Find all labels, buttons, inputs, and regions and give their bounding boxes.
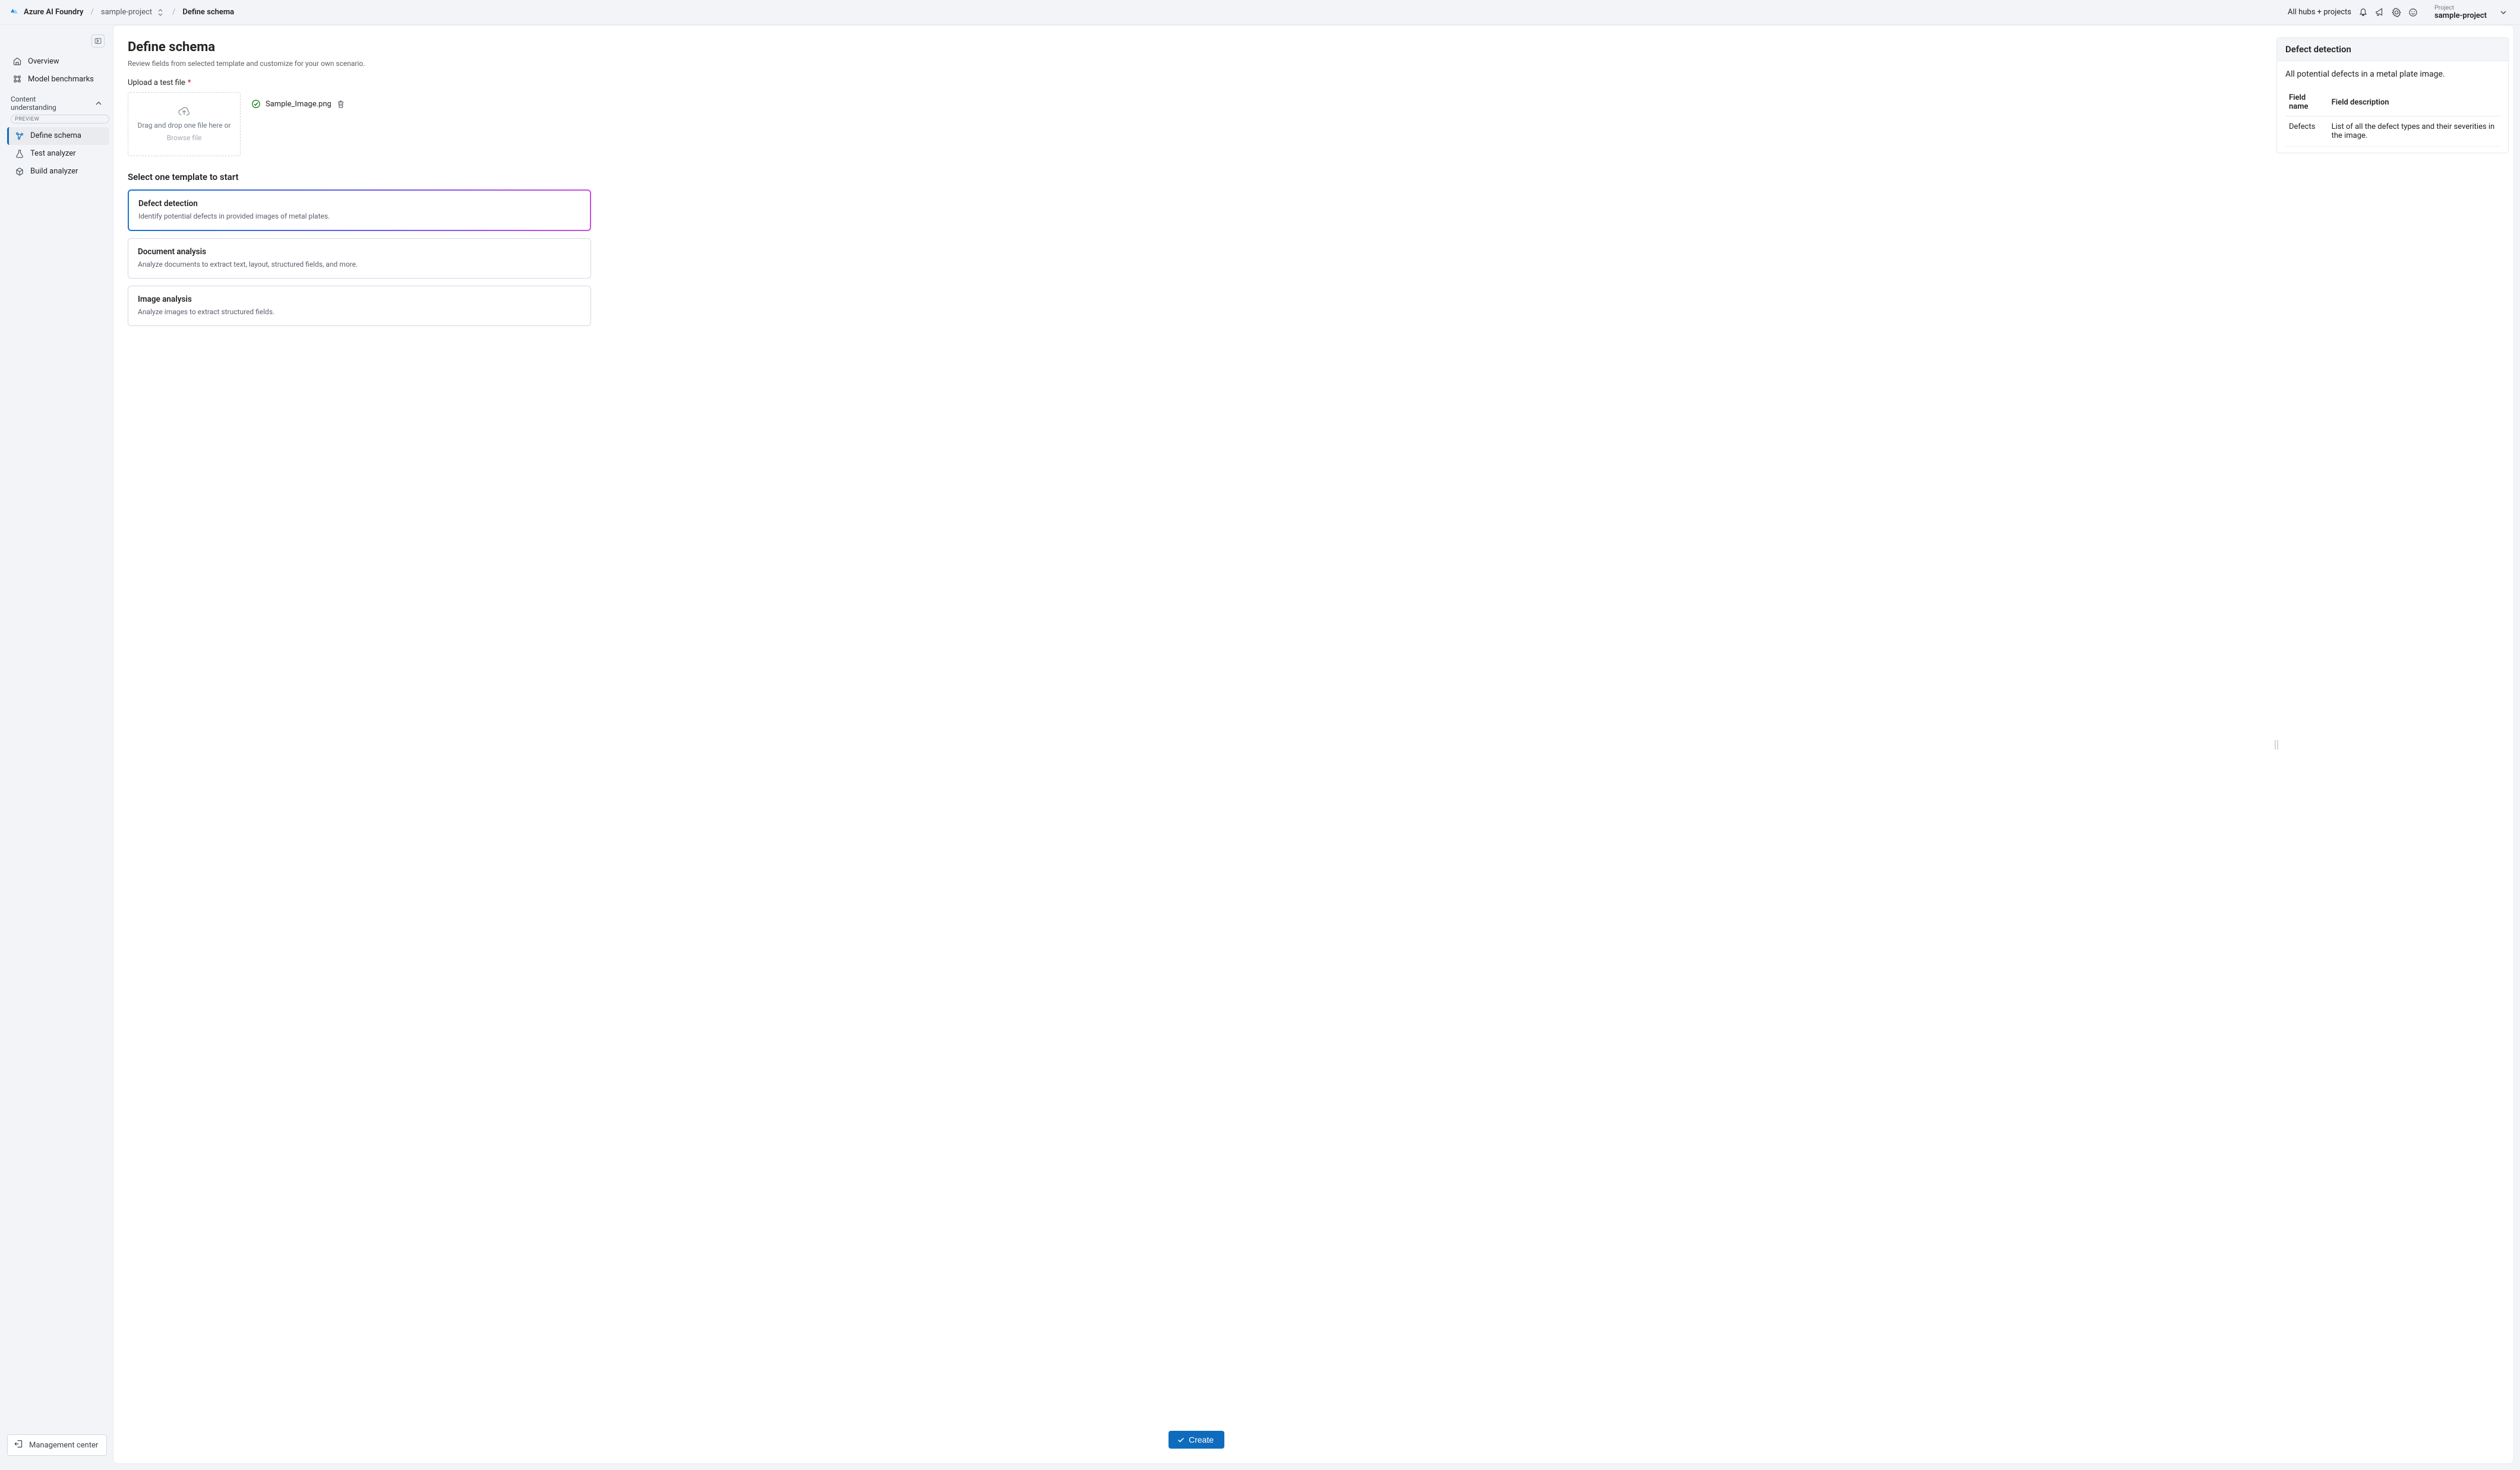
chevron-down-icon	[2499, 8, 2508, 17]
template-desc: Identify potential defects in provided i…	[138, 212, 580, 220]
check-circle-icon	[251, 99, 261, 109]
chevron-up-icon	[94, 99, 103, 108]
project-selector-chevron[interactable]	[2495, 4, 2512, 21]
schema-icon	[15, 131, 24, 141]
pane-splitter[interactable]	[2274, 736, 2279, 754]
notifications-button[interactable]	[2355, 4, 2371, 21]
field-name-cell: Defects	[2285, 116, 2328, 147]
template-list: Defect detection Identify potential defe…	[128, 189, 591, 333]
gear-icon	[2392, 8, 2401, 17]
product-logo-icon	[11, 8, 19, 17]
chevron-updown-icon	[156, 8, 165, 17]
preview-badge: PREVIEW	[11, 115, 109, 124]
announcements-button[interactable]	[2371, 4, 2388, 21]
sidebar-item-test-analyzer[interactable]: Test analyzer	[7, 145, 109, 163]
sidebar-group-label-1: Content	[11, 95, 36, 103]
feedback-button[interactable]	[2405, 4, 2421, 21]
footer-bar: Create	[128, 1424, 2265, 1455]
create-button[interactable]: Create	[1169, 1431, 1224, 1449]
bell-icon	[2358, 8, 2368, 17]
fields-col-desc: Field description	[2328, 88, 2500, 116]
upload-label: Upload a test file	[128, 78, 185, 87]
sidebar-item-label: Define schema	[30, 131, 81, 140]
template-title: Defect detection	[138, 199, 580, 208]
template-card-image-analysis[interactable]: Image analysis Analyze images to extract…	[128, 286, 591, 326]
dropzone-browse[interactable]: Browse file	[167, 134, 202, 142]
template-title: Document analysis	[138, 247, 581, 257]
topbar: Azure AI Foundry / sample-project / Defi…	[0, 0, 2520, 25]
preview-description: All potential defects in a metal plate i…	[2285, 69, 2500, 79]
breadcrumb-current: Define schema	[182, 8, 234, 17]
upload-label-row: Upload a test file *	[128, 78, 2265, 87]
sidebar-item-define-schema[interactable]: Define schema	[7, 127, 109, 145]
splitter-icon	[2275, 739, 2278, 751]
page-subtitle: Review fields from selected template and…	[128, 59, 2265, 68]
template-card-defect-detection[interactable]: Defect detection Identify potential defe…	[128, 189, 591, 231]
exit-icon	[14, 1439, 23, 1451]
uploaded-file: Sample_Image.png	[251, 92, 345, 109]
management-center-link[interactable]: Management center	[7, 1434, 107, 1456]
fields-table: Field name Field description Defects Lis…	[2285, 88, 2500, 147]
brand-label[interactable]: Azure AI Foundry	[24, 8, 83, 17]
template-desc: Analyze documents to extract text, layou…	[138, 260, 581, 268]
uploaded-file-name: Sample_Image.png	[266, 100, 331, 109]
page-title: Define schema	[128, 40, 2265, 55]
breadcrumb-sep: /	[172, 8, 175, 17]
sidebar-group-content-understanding[interactable]: Content understanding	[5, 91, 109, 115]
sidebar-item-benchmarks[interactable]: Model benchmarks	[5, 70, 109, 88]
breadcrumb-project[interactable]: sample-project	[101, 8, 165, 17]
cloud-upload-icon	[178, 106, 191, 117]
sidebar-item-label: Model benchmarks	[28, 75, 94, 84]
check-icon	[1177, 1436, 1185, 1444]
main-panel: Define schema Review fields from selecte…	[113, 25, 2514, 1464]
flask-icon	[15, 149, 24, 159]
project-selector-label: Project	[2434, 4, 2490, 11]
field-desc-cell: List of all the defect types and their s…	[2328, 116, 2500, 147]
sidebar-item-overview[interactable]: Overview	[5, 52, 109, 70]
sidebar-group-label-2: understanding	[11, 103, 56, 112]
megaphone-icon	[2375, 8, 2385, 17]
sidebar-item-build-analyzer[interactable]: Build analyzer	[7, 163, 109, 181]
required-marker: *	[188, 78, 191, 87]
fields-col-name: Field name	[2285, 88, 2328, 116]
settings-button[interactable]	[2388, 4, 2405, 21]
breadcrumb-project-label: sample-project	[101, 8, 152, 17]
schema-preview-pane: Defect detection All potential defects i…	[2276, 26, 2513, 1463]
template-title: Image analysis	[138, 295, 581, 304]
template-desc: Analyze images to extract structured fie…	[138, 308, 581, 316]
sidebar-item-label: Build analyzer	[30, 167, 78, 176]
create-button-label: Create	[1189, 1435, 1214, 1444]
smiley-icon	[2408, 8, 2418, 17]
project-selector[interactable]: Project sample-project	[2430, 4, 2495, 20]
sidebar-collapse-button[interactable]	[91, 34, 105, 48]
templates-heading: Select one template to start	[128, 172, 2265, 182]
breadcrumb-sep: /	[90, 8, 93, 17]
home-icon	[12, 56, 22, 66]
benchmark-icon	[12, 74, 22, 84]
project-selector-value: sample-project	[2434, 11, 2490, 20]
sidebar: Overview Model benchmarks Content unders…	[0, 25, 113, 1464]
trash-icon	[336, 100, 345, 109]
template-card-document-analysis[interactable]: Document analysis Analyze documents to e…	[128, 238, 591, 279]
all-hubs-link[interactable]: All hubs + projects	[2288, 8, 2351, 17]
panel-collapse-icon	[94, 37, 102, 45]
preview-title: Defect detection	[2277, 38, 2508, 61]
sidebar-item-label: Test analyzer	[30, 149, 76, 158]
file-dropzone[interactable]: Drag and drop one file here or Browse fi…	[128, 92, 241, 156]
management-center-label: Management center	[29, 1441, 98, 1450]
sidebar-item-label: Overview	[28, 57, 59, 66]
build-icon	[15, 167, 24, 176]
fields-row: Defects List of all the defect types and…	[2285, 116, 2500, 147]
delete-file-button[interactable]	[336, 100, 345, 109]
dropzone-text: Drag and drop one file here or	[137, 121, 230, 130]
